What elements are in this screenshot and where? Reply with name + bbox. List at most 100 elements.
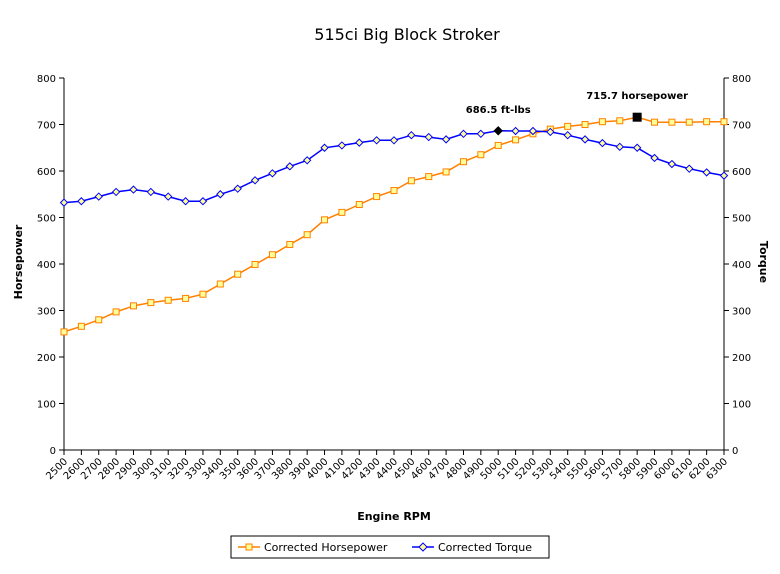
y-tick-label: 300 [37, 307, 56, 318]
torque-point [528, 126, 538, 136]
torque-point [59, 198, 69, 207]
horsepower-point [303, 231, 311, 239]
x-ticks: 2500260027002800290030003100320033003400… [44, 450, 730, 482]
torque-point [250, 176, 260, 185]
torque-point [355, 138, 364, 147]
chart-title: 515ci Big Block Stroker [314, 25, 500, 44]
y-tick-label: 800 [37, 74, 56, 85]
horsepower-point [651, 118, 659, 126]
horsepower-point [390, 187, 398, 195]
torque-point [511, 126, 520, 136]
horsepower-point [477, 151, 485, 159]
horsepower-point [512, 136, 520, 144]
horsepower-point [373, 193, 381, 201]
horsepower-peak-label: 715.7 horsepower [586, 91, 688, 102]
torque-point [285, 162, 294, 171]
y-tick-label: 0 [50, 446, 56, 457]
torque-point [476, 129, 486, 139]
y2-tick-label: 200 [732, 353, 751, 364]
horsepower-point [598, 118, 606, 126]
torque-point [563, 130, 572, 140]
horsepower-point [129, 302, 137, 310]
torque-point [146, 187, 156, 197]
horsepower-point [147, 299, 155, 307]
y-ticks: 0 0 100 100 200 200 300 300 400 400 500 500 600 600 70… [37, 74, 751, 457]
y2-tick-label: 100 [732, 400, 751, 411]
y2-tick-label: 400 [732, 260, 751, 271]
y2-tick-label: 700 [732, 121, 751, 132]
horsepower-point [616, 117, 624, 125]
torque-peak-label: 686.5 ft-lbs [466, 105, 531, 116]
torque-point [441, 135, 451, 144]
horsepower-point [251, 260, 259, 268]
series-group [59, 113, 729, 336]
torque-point [164, 192, 173, 201]
legend-torque-label: Corrected Torque [438, 541, 532, 554]
torque-point [685, 164, 694, 173]
horsepower-point [703, 118, 711, 126]
x-axis-label: Engine RPM [357, 510, 431, 523]
y-tick-label: 100 [37, 400, 56, 411]
horsepower-point [95, 316, 103, 324]
annotations: 686.5 ft-lbs 715.7 horsepower [466, 91, 688, 136]
legend-hp-label: Corrected Horsepower [264, 541, 388, 554]
horsepower-point [668, 118, 676, 126]
torque-point [337, 141, 347, 150]
y-axis-label: Horsepower [12, 224, 25, 299]
torque-point [667, 159, 677, 169]
y-tick-label: 600 [37, 167, 56, 178]
horsepower-point [216, 280, 224, 288]
torque-point [372, 136, 381, 145]
axes [63, 78, 725, 451]
horsepower-point [321, 216, 329, 224]
y2-axis-label: Torque [757, 241, 770, 283]
torque-point [702, 168, 711, 177]
y2-tick-label: 600 [732, 167, 751, 178]
y-tick-label: 700 [37, 121, 56, 132]
torque-point [650, 153, 659, 163]
horsepower-peak-marker [632, 112, 642, 122]
torque-point [389, 136, 399, 145]
horsepower-point [720, 118, 728, 126]
legend-hp-marker [245, 543, 253, 551]
torque-point [181, 197, 190, 206]
torque-peak-marker [493, 126, 503, 136]
horsepower-point [564, 122, 572, 130]
horsepower-point [164, 296, 172, 304]
horsepower-point [60, 328, 68, 336]
y-tick-label: 500 [37, 214, 56, 225]
torque-point [129, 185, 138, 194]
torque-point [632, 143, 642, 152]
torque-point [77, 197, 86, 206]
torque-point [546, 127, 555, 137]
horsepower-point [112, 308, 120, 316]
horsepower-point [355, 200, 363, 208]
horsepower-point [77, 322, 85, 330]
horsepower-point [581, 121, 589, 128]
torque-point [268, 169, 277, 178]
horsepower-point [338, 208, 346, 216]
horsepower-point [407, 177, 415, 185]
horsepower-line [63, 116, 724, 333]
torque-point [320, 143, 329, 152]
y2-tick-label: 800 [732, 74, 751, 85]
torque-point [111, 187, 121, 197]
y2-tick-label: 500 [732, 214, 751, 225]
y-tick-label: 400 [37, 260, 56, 271]
torque-point [233, 184, 242, 193]
y-tick-label: 200 [37, 353, 56, 364]
torque-point [198, 197, 208, 206]
legend: Corrected Horsepower Corrected Torque [230, 535, 550, 559]
y2-tick-label: 300 [732, 307, 751, 318]
horsepower-point [268, 251, 276, 259]
horsepower-point [442, 168, 450, 176]
horsepower-point [494, 141, 502, 149]
torque-point [424, 132, 433, 142]
horsepower-point [685, 118, 693, 126]
horsepower-point [286, 240, 294, 248]
y2-tick-label: 0 [732, 446, 738, 457]
torque-point [407, 130, 416, 140]
horsepower-point [182, 294, 190, 302]
torque-point [615, 142, 624, 152]
